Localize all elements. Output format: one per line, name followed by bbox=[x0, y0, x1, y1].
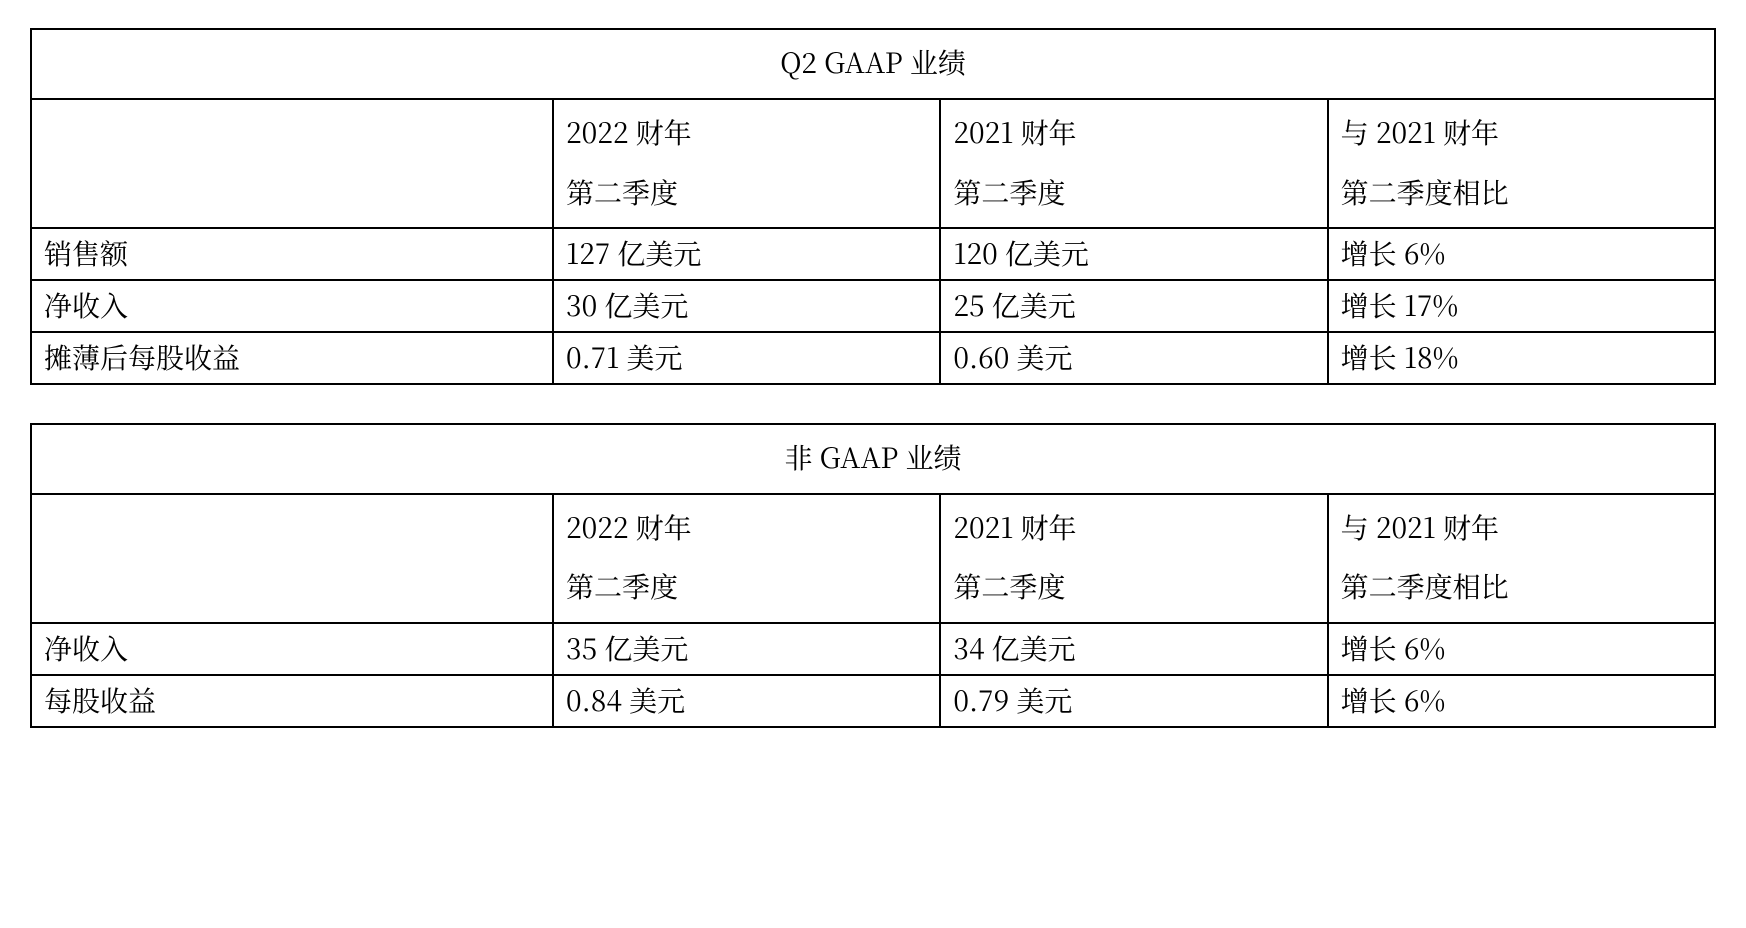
non-gaap-col-1: 2022 财年 第二季度 bbox=[553, 494, 940, 624]
row-value: 增长 17% bbox=[1328, 280, 1715, 332]
row-value: 30 亿美元 bbox=[553, 280, 940, 332]
row-value: 增长 18% bbox=[1328, 332, 1715, 384]
gaap-table-title: Q2 GAAP 业绩 bbox=[31, 29, 1715, 99]
row-value: 增长 6% bbox=[1328, 228, 1715, 280]
row-value: 120 亿美元 bbox=[940, 228, 1327, 280]
row-value: 25 亿美元 bbox=[940, 280, 1327, 332]
row-label: 每股收益 bbox=[31, 675, 553, 727]
non-gaap-col-0 bbox=[31, 494, 553, 624]
table-row: 销售额 127 亿美元 120 亿美元 增长 6% bbox=[31, 228, 1715, 280]
non-gaap-table-title: 非 GAAP 业绩 bbox=[31, 424, 1715, 494]
non-gaap-col-3-line1: 与 2021 财年 bbox=[1341, 509, 1702, 547]
row-label: 摊薄后每股收益 bbox=[31, 332, 553, 384]
row-value: 0.79 美元 bbox=[940, 675, 1327, 727]
row-label: 净收入 bbox=[31, 280, 553, 332]
gaap-col-3-line2: 第二季度相比 bbox=[1341, 174, 1702, 212]
gaap-col-3: 与 2021 财年 第二季度相比 bbox=[1328, 99, 1715, 229]
table-row: 净收入 30 亿美元 25 亿美元 增长 17% bbox=[31, 280, 1715, 332]
gaap-results-table: Q2 GAAP 业绩 2022 财年 第二季度 2021 财年 第二季度 与 2… bbox=[30, 28, 1716, 385]
non-gaap-col-3-line2: 第二季度相比 bbox=[1341, 568, 1702, 606]
non-gaap-col-2: 2021 财年 第二季度 bbox=[940, 494, 1327, 624]
non-gaap-col-1-line2: 第二季度 bbox=[566, 568, 927, 606]
table-row: 摊薄后每股收益 0.71 美元 0.60 美元 增长 18% bbox=[31, 332, 1715, 384]
row-value: 0.84 美元 bbox=[553, 675, 940, 727]
table-row: 每股收益 0.84 美元 0.79 美元 增长 6% bbox=[31, 675, 1715, 727]
non-gaap-col-3: 与 2021 财年 第二季度相比 bbox=[1328, 494, 1715, 624]
non-gaap-col-2-line1: 2021 财年 bbox=[953, 509, 1314, 547]
gaap-col-2: 2021 财年 第二季度 bbox=[940, 99, 1327, 229]
row-value: 0.71 美元 bbox=[553, 332, 940, 384]
non-gaap-results-table: 非 GAAP 业绩 2022 财年 第二季度 2021 财年 第二季度 与 20… bbox=[30, 423, 1716, 728]
row-label: 销售额 bbox=[31, 228, 553, 280]
table-row: 净收入 35 亿美元 34 亿美元 增长 6% bbox=[31, 623, 1715, 675]
gaap-col-1: 2022 财年 第二季度 bbox=[553, 99, 940, 229]
row-value: 127 亿美元 bbox=[553, 228, 940, 280]
row-value: 34 亿美元 bbox=[940, 623, 1327, 675]
non-gaap-col-1-line1: 2022 财年 bbox=[566, 509, 927, 547]
row-value: 增长 6% bbox=[1328, 675, 1715, 727]
row-value: 增长 6% bbox=[1328, 623, 1715, 675]
gaap-col-3-line1: 与 2021 财年 bbox=[1341, 114, 1702, 152]
row-value: 35 亿美元 bbox=[553, 623, 940, 675]
gaap-col-1-line2: 第二季度 bbox=[566, 174, 927, 212]
row-value: 0.60 美元 bbox=[940, 332, 1327, 384]
row-label: 净收入 bbox=[31, 623, 553, 675]
gaap-col-1-line1: 2022 财年 bbox=[566, 114, 927, 152]
gaap-col-2-line2: 第二季度 bbox=[953, 174, 1314, 212]
gaap-col-0 bbox=[31, 99, 553, 229]
non-gaap-col-2-line2: 第二季度 bbox=[953, 568, 1314, 606]
gaap-col-2-line1: 2021 财年 bbox=[953, 114, 1314, 152]
